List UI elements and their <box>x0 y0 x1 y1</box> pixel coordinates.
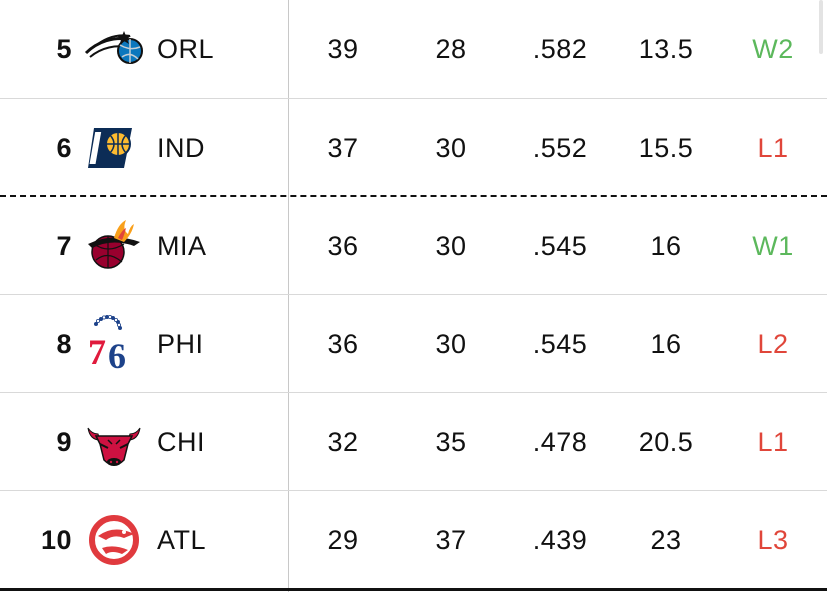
streak: L1 <box>757 133 789 163</box>
streak: L1 <box>757 427 789 457</box>
games-behind: 23 <box>650 525 682 555</box>
rank: 5 <box>56 34 72 64</box>
win-percentage: .545 <box>532 231 588 261</box>
table-row[interactable]: 10 ATL 29 37 .439 23 L3 <box>0 491 827 589</box>
rank: 7 <box>56 231 72 261</box>
table-bottom-border <box>0 588 827 591</box>
games-behind: 16 <box>650 231 682 261</box>
streak: W1 <box>752 231 794 261</box>
win-percentage: .545 <box>532 329 588 359</box>
win-percentage: .439 <box>532 525 588 555</box>
table-row[interactable]: 6 IND 37 30 .552 15.5 L1 <box>0 99 827 197</box>
miami-heat-logo-icon <box>84 214 144 278</box>
indiana-pacers-logo-icon <box>84 116 144 180</box>
team-abbreviation: CHI <box>157 427 205 457</box>
streak: L2 <box>757 329 789 359</box>
column-divider <box>288 0 289 592</box>
row-divider <box>0 294 827 295</box>
scrollbar[interactable] <box>819 0 823 54</box>
wins: 39 <box>327 34 359 64</box>
table-row[interactable]: 8 7 6 PHI 36 30 .545 16 L2 <box>0 295 827 393</box>
losses: 35 <box>435 427 467 457</box>
row-divider <box>0 490 827 491</box>
losses: 37 <box>435 525 467 555</box>
team-abbreviation: IND <box>157 133 205 163</box>
team-abbreviation: ATL <box>157 525 207 555</box>
rank: 9 <box>56 427 72 457</box>
orlando-magic-logo-icon <box>84 17 144 81</box>
losses: 30 <box>435 133 467 163</box>
rank: 6 <box>56 133 72 163</box>
games-behind: 20.5 <box>638 427 694 457</box>
team-abbreviation: ORL <box>157 34 215 64</box>
atlanta-hawks-logo-icon <box>84 508 144 572</box>
chicago-bulls-logo-icon <box>84 410 144 474</box>
win-percentage: .478 <box>532 427 588 457</box>
wins: 29 <box>327 525 359 555</box>
games-behind: 15.5 <box>638 133 694 163</box>
streak: L3 <box>757 525 789 555</box>
win-percentage: .582 <box>532 34 588 64</box>
streak: W2 <box>752 34 794 64</box>
rank: 10 <box>40 525 72 555</box>
win-percentage: .552 <box>532 133 588 163</box>
wins: 37 <box>327 133 359 163</box>
losses: 28 <box>435 34 467 64</box>
philadelphia-76ers-logo-icon: 7 6 <box>84 312 144 376</box>
wins: 36 <box>327 231 359 261</box>
row-divider <box>0 98 827 99</box>
losses: 30 <box>435 231 467 261</box>
playoff-cutoff-line <box>0 195 827 197</box>
table-row[interactable]: 7 MIA 36 30 .545 16 W1 <box>0 197 827 295</box>
team-abbreviation: PHI <box>157 329 204 359</box>
table-row[interactable]: 9 CHI 32 35 .478 20.5 L1 <box>0 393 827 491</box>
rank: 8 <box>56 329 72 359</box>
row-divider <box>0 392 827 393</box>
wins: 36 <box>327 329 359 359</box>
team-abbreviation: MIA <box>157 231 207 261</box>
losses: 30 <box>435 329 467 359</box>
svg-text:7: 7 <box>88 332 106 372</box>
wins: 32 <box>327 427 359 457</box>
games-behind: 13.5 <box>638 34 694 64</box>
table-row[interactable]: 5 ORL 39 28 .582 13.5 W2 <box>0 0 827 98</box>
games-behind: 16 <box>650 329 682 359</box>
svg-text:6: 6 <box>108 336 126 376</box>
